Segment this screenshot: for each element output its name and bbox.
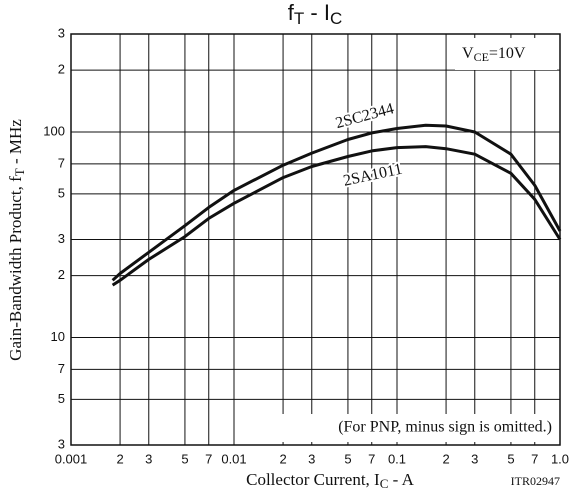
x-tick-label: 5 bbox=[507, 451, 514, 466]
y-tick-label: 3 bbox=[58, 25, 65, 40]
x-tick-label: 5 bbox=[344, 451, 351, 466]
x-tick-label: 2 bbox=[116, 451, 123, 466]
y-tick-label: 2 bbox=[58, 62, 65, 77]
x-tick-label: 1.0 bbox=[551, 451, 569, 466]
x-tick-label: 3 bbox=[145, 451, 152, 466]
title-part: T bbox=[294, 9, 304, 28]
condition-part: =10V bbox=[489, 45, 526, 62]
series-line bbox=[111, 145, 562, 287]
y-tick-label: 5 bbox=[58, 185, 65, 200]
x-tick-label: 7 bbox=[531, 451, 538, 466]
note: (For PNP, minus sign is omitted.) bbox=[338, 419, 552, 436]
y-tick-label: 7 bbox=[58, 155, 65, 170]
chart-title: fT - IC bbox=[288, 0, 342, 28]
label-part: - MHz bbox=[6, 119, 25, 169]
label-part: Collector Current, I bbox=[246, 470, 380, 489]
x-tick-label: 7 bbox=[205, 451, 212, 466]
label-part: Gain-Bandwidth Product, f bbox=[6, 176, 25, 361]
note-box bbox=[262, 414, 556, 442]
y-axis-label: Gain-Bandwidth Product, fT - MHz bbox=[6, 119, 27, 361]
y-tick-label: 100 bbox=[43, 123, 65, 138]
condition-part: V bbox=[462, 45, 474, 62]
x-tick-label: 0.01 bbox=[221, 451, 246, 466]
y-tick-label: 3 bbox=[58, 436, 65, 451]
condition: VCE=10V bbox=[462, 45, 526, 64]
x-tick-label: 3 bbox=[471, 451, 478, 466]
label-part: C bbox=[380, 476, 389, 491]
title-part: f bbox=[288, 0, 295, 25]
x-tick-label: 7 bbox=[368, 451, 375, 466]
x-tick-label: 2 bbox=[279, 451, 286, 466]
series-label: 2SA1011 bbox=[342, 161, 404, 190]
x-tick-label: 3 bbox=[308, 451, 315, 466]
series-label: 2SC2344 bbox=[334, 100, 396, 132]
condition-box bbox=[455, 38, 557, 70]
x-axis-label: Collector Current, IC - A bbox=[246, 470, 415, 491]
y-tick-label: 3 bbox=[58, 231, 65, 246]
y-tick-label: 5 bbox=[58, 391, 65, 406]
x-tick-label: 0.001 bbox=[55, 451, 88, 466]
label-part: - A bbox=[388, 470, 414, 489]
x-tick-label: 5 bbox=[181, 451, 188, 466]
y-tick-label: 7 bbox=[58, 361, 65, 376]
y-tick-label: 10 bbox=[51, 329, 65, 344]
label-part: T bbox=[12, 168, 27, 176]
x-tick-label: 0.1 bbox=[388, 451, 406, 466]
figure-code: ITR02947 bbox=[511, 474, 560, 488]
title-part: C bbox=[330, 9, 342, 28]
series-line bbox=[111, 123, 562, 282]
condition-part: CE bbox=[474, 50, 489, 64]
y-tick-label: 2 bbox=[58, 267, 65, 282]
x-tick-label: 2 bbox=[442, 451, 449, 466]
title-part: - bbox=[304, 0, 324, 25]
title-part: I bbox=[324, 0, 330, 25]
